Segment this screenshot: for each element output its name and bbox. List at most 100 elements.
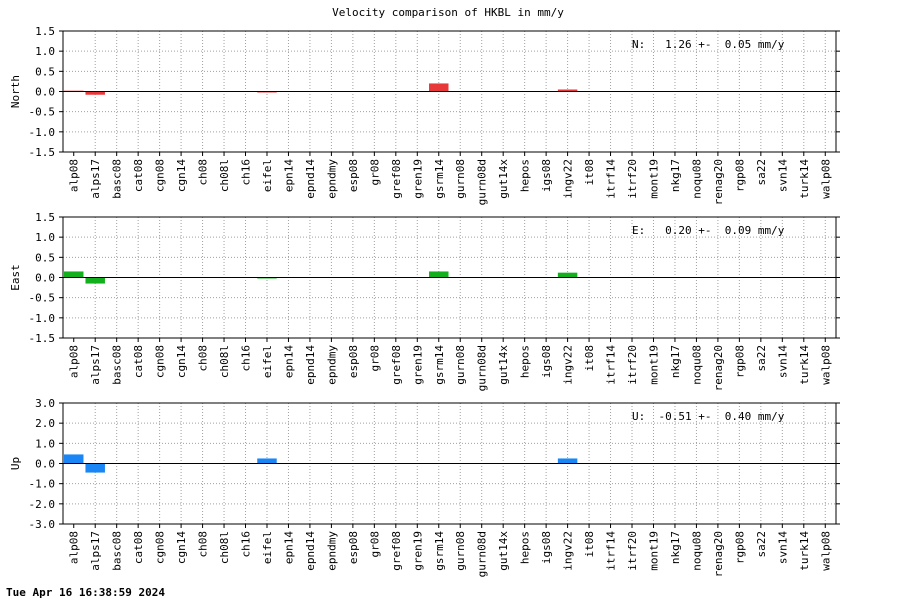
x-tick-label: mont19	[647, 159, 660, 199]
x-tick-label: rgp08	[733, 345, 746, 378]
x-tick-label: gurn08d	[476, 159, 489, 205]
bar-up-alps17	[85, 463, 105, 473]
x-tick-label: nkg17	[669, 345, 682, 378]
x-tick-label: ch16	[240, 159, 253, 186]
y-tick-label: 0.5	[35, 65, 55, 78]
panel-up: 3.0 2.0 1.0 0.0 -1.0 -2.0 -3.0 alp08 alps17 basc0…	[9, 397, 840, 577]
y-tick-label: -1.0	[29, 478, 56, 491]
x-tick-label: svn14	[776, 159, 789, 192]
x-tick-label: nkg17	[669, 531, 682, 564]
x-tick-label: gr08	[368, 531, 381, 558]
x-tick-label: eifel	[261, 159, 274, 192]
x-tick-label: it08	[583, 531, 596, 558]
x-tick-label: cgn14	[175, 159, 188, 192]
x-tick-label: gut14x	[497, 345, 510, 385]
x-tick-label: ch08l	[218, 345, 231, 378]
x-tick-label: mont19	[647, 531, 660, 571]
x-tick-label: sa22	[755, 159, 768, 186]
x-tick-label: gr08	[368, 345, 381, 372]
x-tick-label: eifel	[261, 531, 274, 564]
x-tick-label: noqu08	[690, 531, 703, 571]
y-axis-label: East	[9, 264, 22, 291]
y-tick-label: 1.0	[35, 437, 55, 450]
panel-north: 1.5 1.0 0.5 0.0 -0.5 -1.0 -1.5 alp08 alps17 basc0…	[9, 25, 840, 205]
x-tick-label: epn14	[282, 159, 295, 192]
x-tick-label: ch16	[240, 345, 253, 372]
velocity-annotation: E: 0.20 +- 0.09 mm/y	[632, 224, 785, 237]
x-tick-label: ingv22	[562, 159, 575, 199]
bar-up-ingv22	[557, 458, 578, 464]
x-tick-label: turk14	[798, 159, 811, 199]
y-tick-label: 0.0	[35, 86, 55, 99]
y-tick-label: -0.5	[29, 106, 56, 119]
x-tick-label: gurn08d	[476, 345, 489, 391]
x-tick-label: sa22	[755, 345, 768, 372]
x-tick-label: gsrm14	[433, 345, 446, 385]
x-tick-label: epnd14	[304, 159, 317, 199]
x-tick-label: cgn08	[154, 345, 167, 378]
y-tick-label: -1.5	[29, 332, 56, 345]
x-tick-label: basc08	[111, 345, 124, 385]
velocity-annotation: N: 1.26 +- 0.05 mm/y	[632, 38, 785, 51]
x-tick-label: basc08	[111, 531, 124, 571]
y-tick-label: 1.0	[35, 231, 55, 244]
x-tick-label: ch08l	[218, 159, 231, 192]
x-tick-label: epndmy	[325, 345, 338, 385]
x-tick-label: walp08	[819, 531, 832, 571]
x-tick-label: rgp08	[733, 531, 746, 564]
bar-north-gsrm14	[429, 83, 449, 92]
x-tick-label: itrf20	[626, 531, 639, 571]
y-tick-label: 0.5	[35, 251, 55, 264]
x-tick-label: svn14	[776, 345, 789, 378]
bar-east-gsrm14	[429, 271, 449, 278]
y-tick-label: 1.5	[35, 25, 55, 38]
x-tick-label: turk14	[798, 531, 811, 571]
y-axis-label: North	[9, 75, 22, 108]
timestamp: Tue Apr 16 16:38:59 2024	[6, 586, 165, 599]
x-tick-label: gurn08d	[476, 531, 489, 577]
x-tick-label: turk14	[798, 345, 811, 385]
y-tick-label: 0.0	[35, 458, 55, 471]
x-tick-label: itrf20	[626, 159, 639, 199]
plot-frame	[62, 402, 837, 525]
x-tick-label: alp08	[68, 345, 81, 378]
x-tick-label: gref08	[390, 531, 403, 571]
x-tick-label: gren19	[411, 345, 424, 385]
y-axis-label: Up	[9, 457, 22, 470]
y-tick-label: 2.0	[35, 417, 55, 430]
figure-title: Velocity comparison of HKBL in mm/y	[332, 6, 564, 19]
bar-east-alps17	[85, 277, 105, 284]
x-tick-label: cgn08	[154, 159, 167, 192]
x-tick-label: alp08	[68, 531, 81, 564]
y-tick-label: 0.0	[35, 272, 55, 285]
velocity-annotation: U: -0.51 +- 0.40 mm/y	[632, 410, 785, 423]
x-tick-label: alps17	[89, 531, 102, 571]
x-tick-label: noqu08	[690, 345, 703, 385]
x-tick-label: epndmy	[325, 159, 338, 199]
x-tick-label: ch08	[197, 531, 210, 558]
x-tick-label: igs08	[540, 159, 553, 192]
x-tick-label: igs08	[540, 345, 553, 378]
x-tick-label: hepos	[519, 531, 532, 564]
x-tick-label: gren19	[411, 159, 424, 199]
x-tick-label: itrf20	[626, 345, 639, 385]
x-tick-label: itrf14	[605, 159, 618, 199]
panel-east: 1.5 1.0 0.5 0.0 -0.5 -1.0 -1.5 alp08 alps17 basc0…	[9, 211, 840, 391]
x-tick-label: renag20	[712, 531, 725, 577]
x-tick-label: gurn08	[454, 159, 467, 199]
x-tick-label: svn14	[776, 531, 789, 564]
x-tick-label: esp08	[347, 345, 360, 378]
x-tick-label: it08	[583, 159, 596, 186]
x-tick-label: gref08	[390, 159, 403, 199]
x-tick-label: it08	[583, 345, 596, 372]
x-tick-label: ch16	[240, 531, 253, 558]
x-tick-label: hepos	[519, 159, 532, 192]
x-tick-label: cat08	[132, 531, 145, 564]
plot-frame	[62, 30, 837, 153]
y-tick-label: -1.5	[29, 146, 56, 159]
x-tick-label: hepos	[519, 345, 532, 378]
y-tick-label: -2.0	[29, 498, 56, 511]
x-tick-label: ingv22	[562, 345, 575, 385]
bar-up-eifel	[257, 458, 277, 464]
